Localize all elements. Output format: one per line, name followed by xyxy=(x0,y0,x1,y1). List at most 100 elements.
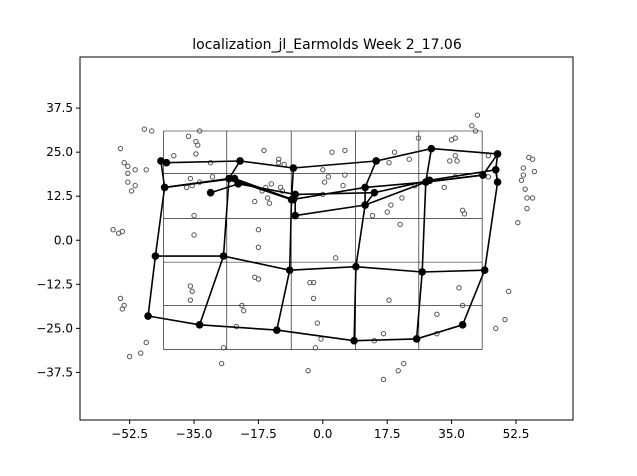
response-point xyxy=(193,151,199,157)
target-points xyxy=(144,144,502,345)
target-point xyxy=(479,171,487,179)
target-point xyxy=(236,157,244,165)
response-point xyxy=(388,202,394,208)
response-point xyxy=(520,172,527,178)
response-point xyxy=(126,353,133,360)
response-point xyxy=(218,360,225,367)
response-point xyxy=(310,279,317,286)
chart-title: localization_jl_Earmolds Week 2_17.06 xyxy=(192,37,462,53)
target-point xyxy=(425,176,434,185)
response-point xyxy=(241,308,247,314)
response-point xyxy=(275,160,282,166)
x-tick-label: 35.0 xyxy=(438,427,465,441)
response-point xyxy=(314,320,321,326)
target-row-line xyxy=(147,315,463,342)
response-point xyxy=(187,297,194,303)
target-column-line xyxy=(147,160,166,317)
target-point xyxy=(234,180,243,188)
response-point xyxy=(415,135,422,141)
response-point xyxy=(397,221,403,228)
response-point xyxy=(321,179,328,185)
target-point xyxy=(491,165,500,174)
response-point xyxy=(125,179,131,185)
target-point xyxy=(480,266,489,275)
response-point xyxy=(380,376,387,383)
x-tick-label: −52.5 xyxy=(111,427,148,441)
response-point xyxy=(531,168,538,175)
response-point xyxy=(386,297,392,303)
response-point xyxy=(485,174,492,180)
target-lines xyxy=(147,147,499,342)
response-point xyxy=(125,170,131,177)
response-point xyxy=(520,165,527,171)
y-tick-label: 37.5 xyxy=(46,101,73,115)
response-point xyxy=(505,288,512,295)
response-point xyxy=(318,336,324,342)
target-point xyxy=(418,268,426,276)
target-column-line xyxy=(415,148,433,339)
target-point xyxy=(352,262,360,271)
response-point xyxy=(342,172,348,178)
y-tick-label: 12.5 xyxy=(46,189,73,203)
response-point xyxy=(132,167,138,173)
response-point xyxy=(524,205,530,212)
response-point xyxy=(469,123,475,129)
x-axis-ticks: −52.5 −35.0 −17.5 0.0 17.5 35.0 52.5 xyxy=(111,420,529,441)
response-point xyxy=(189,288,195,295)
target-point xyxy=(427,144,436,153)
x-tick-label: −17.5 xyxy=(240,427,277,441)
response-point xyxy=(183,184,190,191)
target-point xyxy=(370,188,379,197)
y-tick-label: 25.0 xyxy=(46,145,73,159)
target-point xyxy=(412,335,421,343)
target-point xyxy=(162,158,171,167)
target-point xyxy=(225,174,233,183)
response-point xyxy=(220,345,227,351)
target-point xyxy=(372,157,380,165)
response-point xyxy=(275,156,282,162)
response-point xyxy=(209,174,216,180)
target-point xyxy=(160,183,169,192)
response-point xyxy=(522,186,528,192)
response-point xyxy=(325,174,332,180)
response-point xyxy=(391,149,398,155)
response-point xyxy=(252,198,258,205)
target-point xyxy=(273,326,281,334)
response-point xyxy=(332,255,339,261)
response-point xyxy=(447,158,453,164)
y-axis-ticks: 37.5 25.0 12.5 0.0 −12.5 −25.0 −37.5 xyxy=(36,101,80,379)
response-point xyxy=(207,160,214,166)
response-point xyxy=(515,219,521,226)
response-point xyxy=(395,367,401,374)
target-column-line xyxy=(276,167,295,331)
response-point xyxy=(307,279,313,286)
target-point xyxy=(285,266,294,275)
response-point xyxy=(454,158,460,164)
response-point xyxy=(171,152,177,159)
response-point xyxy=(320,167,326,173)
response-point xyxy=(502,316,508,323)
response-point xyxy=(121,160,127,166)
grid-lines xyxy=(163,130,483,350)
target-point xyxy=(493,178,502,186)
response-point xyxy=(305,367,311,374)
response-point xyxy=(340,182,346,189)
target-point xyxy=(230,174,239,183)
response-point xyxy=(342,147,348,154)
x-tick-label: −35.0 xyxy=(176,427,213,441)
response-point xyxy=(380,330,387,337)
response-point xyxy=(143,167,149,173)
target-point xyxy=(291,211,300,220)
response-point xyxy=(384,209,390,215)
response-point xyxy=(485,152,492,159)
target-point xyxy=(144,312,152,320)
response-point xyxy=(121,302,127,309)
response-point xyxy=(474,112,481,118)
target-point xyxy=(151,252,160,260)
response-point xyxy=(141,126,148,132)
response-point xyxy=(524,195,530,201)
response-point xyxy=(529,156,536,162)
response-point xyxy=(452,152,458,159)
